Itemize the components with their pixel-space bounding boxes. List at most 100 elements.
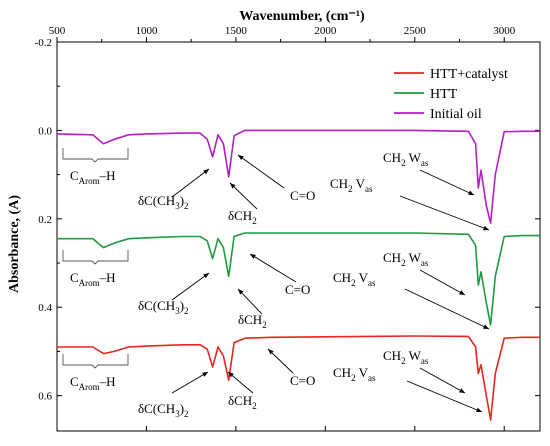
dc-ch3-label-1: δC(CH3)2 <box>138 298 189 316</box>
c-arom-label-0-main: C <box>70 168 79 183</box>
y-tick-label: 0.4 <box>38 302 52 314</box>
y-tick-label: 0.6 <box>38 391 52 403</box>
x-tick-label: 3000 <box>493 25 516 37</box>
ch2-was-label-0-main: CH <box>383 150 401 165</box>
ch2-vas-label-2: CH2 Vas <box>333 365 376 383</box>
ch2-vas-label-0-tail: V <box>353 176 366 191</box>
co-label-1: C=O <box>285 282 310 297</box>
legend-label: HTT+catalyst <box>430 67 508 82</box>
dch2-arrow-1-head <box>238 289 244 295</box>
ch2-was-arrow-2 <box>419 367 466 394</box>
c-arom-label-2-main: C <box>70 374 79 389</box>
dch2-arrow-2-head <box>228 372 234 378</box>
ch2-was-label-2: CH2 Was <box>383 348 429 366</box>
ch2-was-arrow-1-head <box>459 290 465 295</box>
ch2-vas-label-0-sub: 2 <box>348 184 353 194</box>
dch2-label-1-main: δCH <box>238 312 262 327</box>
co-label-0-main: C=O <box>290 188 315 203</box>
dc-ch3-label-2-sub: 3 <box>175 409 180 419</box>
ch2-was-label-1: CH2 Was <box>383 250 429 268</box>
c-arom-label-0-tail: –H <box>99 168 116 183</box>
ch2-vas-label-1-tail: V <box>356 270 369 285</box>
co-arrow-2-head <box>268 349 274 355</box>
ch2-vas-label-1-sub: 2 <box>351 278 356 288</box>
dch2-label-2: δCH2 <box>228 393 257 411</box>
ch2-vas-label-0-sub2: as <box>365 184 373 194</box>
dch2-label-2-main: δCH <box>228 393 252 408</box>
legend-label: Initial oil <box>430 107 482 122</box>
c-arom-label-1-sub: Arom <box>79 278 100 288</box>
dc-ch3-label-0-sub2: 2 <box>184 201 189 211</box>
ch2-was-label-0: CH2 Was <box>383 150 429 168</box>
y-axis-title: Absorbance, (A) <box>7 195 22 293</box>
y-tick-label: -0.2 <box>35 37 52 49</box>
arom-bracket-0 <box>62 148 129 163</box>
legend-label: HTT <box>430 87 458 102</box>
co-arrow-1 <box>249 253 297 283</box>
ch2-was-label-0-tail: W <box>406 150 422 165</box>
dc-ch3-label-1-tail: ) <box>180 298 184 313</box>
c-arom-label-0-sub: Arom <box>79 176 100 186</box>
dc-ch3-label-2-tail: ) <box>180 401 184 416</box>
ch2-was-label-0-sub2: as <box>421 158 429 168</box>
dc-ch3-label-2: δC(CH3)2 <box>138 401 189 419</box>
ch2-vas-label-2-main: CH <box>333 365 351 380</box>
axis-ticks: 500 1000 1500 2000 2500 3000 -0.2 0.0 0.2 0.4 0.6 <box>35 25 540 431</box>
dch2-arrow-0-head <box>230 183 236 189</box>
ch2-vas-arrow-0-head <box>483 225 489 231</box>
series-line-1 <box>57 232 540 326</box>
ch2-vas-arrow-2-head <box>476 407 482 413</box>
dc-ch3-arrow-0 <box>171 168 210 198</box>
dc-ch3-label-1-main: δC(CH <box>138 298 175 313</box>
c-arom-label-2: CArom–H <box>70 374 116 392</box>
c-arom-label-0: CArom–H <box>70 168 116 186</box>
ch2-was-label-0-sub: 2 <box>401 158 406 168</box>
y-tick-label: 0.0 <box>38 125 52 137</box>
ch2-was-label-2-main: CH <box>383 348 401 363</box>
x-tick-label: 1500 <box>225 25 248 37</box>
legend: HTT+catalyst HTT Initial oil <box>394 67 508 122</box>
ch2-was-label-1-sub: 2 <box>401 258 406 268</box>
dch2-label-1: δCH2 <box>238 312 267 330</box>
co-arrow-2 <box>267 348 294 374</box>
ch2-vas-arrow-2 <box>406 380 483 413</box>
dc-ch3-arrow-2 <box>171 371 209 394</box>
ch2-vas-label-1-sub2: as <box>368 278 376 288</box>
dc-ch3-label-0-main: δC(CH <box>138 193 175 208</box>
x-axis-title: Wavenumber, (cm⁻¹) <box>239 9 365 24</box>
ch2-was-label-2-tail: W <box>406 348 422 363</box>
co-label-1-main: C=O <box>285 282 310 297</box>
ch2-vas-label-0: CH2 Vas <box>330 176 373 194</box>
x-tick-label: 2000 <box>314 25 337 37</box>
c-arom-label-2-tail: –H <box>99 374 116 389</box>
ch2-vas-label-1: CH2 Vas <box>333 270 376 288</box>
ch2-was-arrow-1 <box>419 269 466 296</box>
x-tick-label: 2500 <box>404 25 427 37</box>
co-arrow-0 <box>237 154 285 189</box>
ch2-was-arrow-2-head <box>459 388 465 393</box>
dch2-arrow-0 <box>229 182 258 210</box>
dc-ch3-arrow-1 <box>171 272 210 301</box>
arom-bracket-2 <box>62 354 129 369</box>
dch2-label-0: δCH2 <box>228 208 257 226</box>
c-arom-label-1-main: C <box>70 270 79 285</box>
series-line-0 <box>57 335 540 421</box>
arom-bracket-1 <box>62 250 129 265</box>
dc-ch3-label-1-sub2: 2 <box>184 306 189 316</box>
ch2-vas-arrow-1-head <box>483 324 489 329</box>
series-layer <box>56 129 540 421</box>
ch2-was-label-2-sub: 2 <box>401 356 406 366</box>
ch2-vas-label-2-tail: V <box>356 365 369 380</box>
ch2-was-label-2-sub2: as <box>421 356 429 366</box>
dch2-label-2-sub: 2 <box>252 401 257 411</box>
plot-frame <box>56 41 541 432</box>
ch2-vas-label-1-main: CH <box>333 270 351 285</box>
ch2-was-label-1-main: CH <box>383 250 401 265</box>
dch2-label-0-sub: 2 <box>252 216 257 226</box>
x-tick-label: 1000 <box>135 25 158 37</box>
dch2-label-1-sub: 2 <box>262 320 267 330</box>
dc-ch3-arrow-1-head <box>203 273 209 279</box>
ch2-was-arrow-0-head <box>468 190 474 195</box>
ch2-vas-label-2-sub: 2 <box>351 373 356 383</box>
